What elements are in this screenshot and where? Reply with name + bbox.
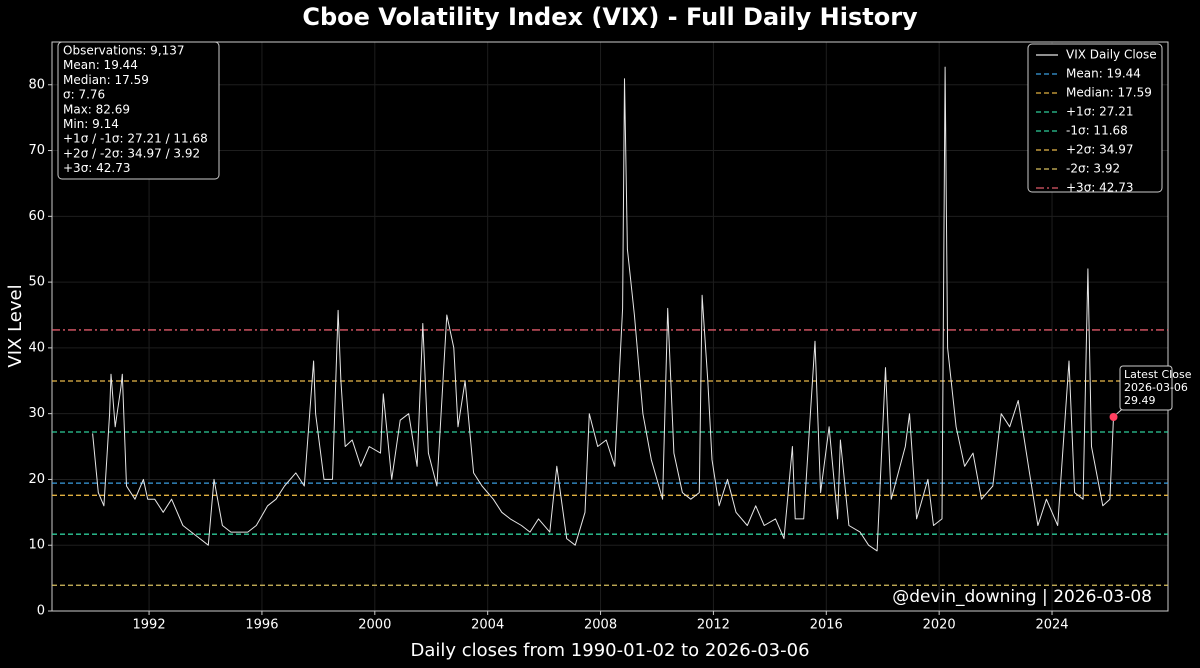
- legend-label: +1σ: 27.21: [1066, 105, 1134, 119]
- y-tick-label: 10: [28, 538, 45, 553]
- y-tick-label: 30: [28, 406, 45, 421]
- stats-text: Max: 82.69: [63, 102, 130, 116]
- x-tick-label: 2016: [810, 618, 843, 633]
- y-tick-label: 60: [28, 209, 45, 224]
- series-line: [92, 66, 1114, 552]
- x-tick-label: 2012: [697, 618, 730, 633]
- chart-title: Cboe Volatility Index (VIX) - Full Daily…: [302, 3, 918, 31]
- x-tick-label: 2004: [471, 618, 504, 633]
- x-tick-label: 1996: [245, 618, 278, 633]
- legend-label: VIX Daily Close: [1066, 48, 1157, 62]
- y-tick-label: 20: [28, 472, 45, 487]
- y-tick-label: 80: [28, 77, 45, 92]
- x-tick-label: 1992: [133, 618, 166, 633]
- plot-frame: [51, 41, 1169, 612]
- y-tick-label: 0: [37, 604, 45, 619]
- y-tick-label: 70: [28, 143, 45, 158]
- legend-box: [1027, 43, 1163, 193]
- legend-label: Mean: 19.44: [1066, 67, 1141, 81]
- stats-text: +1σ / -1σ: 27.21 / 11.68: [63, 132, 208, 146]
- annotation-text: Latest Close: [1124, 368, 1192, 381]
- legend-label: -2σ: 3.92: [1066, 162, 1120, 176]
- x-tick-label: 2020: [923, 618, 956, 633]
- legend-label: -1σ: 11.68: [1066, 124, 1128, 138]
- stats-text: +2σ / -2σ: 34.97 / 3.92: [63, 146, 200, 160]
- y-tick-label: 40: [28, 340, 45, 355]
- stats-text: Observations: 9,137: [63, 44, 185, 58]
- y-axis-label: VIX Level: [5, 284, 26, 367]
- x-tick-label: 2008: [584, 618, 617, 633]
- legend-label: +3σ: 42.73: [1066, 181, 1134, 195]
- stats-text: Min: 9.14: [63, 117, 119, 131]
- y-tick-label: 50: [28, 275, 45, 290]
- annotation-text: 2026-03-06: [1124, 381, 1188, 394]
- stats-text: +3σ: 42.73: [63, 161, 131, 175]
- stats-text: Mean: 19.44: [63, 58, 138, 72]
- stats-text: σ: 7.76: [63, 88, 105, 102]
- latest-point: [1109, 413, 1118, 422]
- annotation-text: 29.49: [1124, 394, 1156, 407]
- x-tick-label: 2000: [358, 618, 391, 633]
- annotation-box: [1119, 365, 1173, 411]
- x-axis-label: Daily closes from 1990-01-02 to 2026-03-…: [410, 640, 809, 661]
- legend-label: Median: 17.59: [1066, 86, 1152, 100]
- legend-label: +2σ: 34.97: [1066, 143, 1134, 157]
- watermark: @devin_downing | 2026-03-08: [892, 587, 1152, 607]
- stats-text: Median: 17.59: [63, 73, 149, 87]
- x-tick-label: 2024: [1035, 618, 1068, 633]
- stats-box: [57, 41, 220, 180]
